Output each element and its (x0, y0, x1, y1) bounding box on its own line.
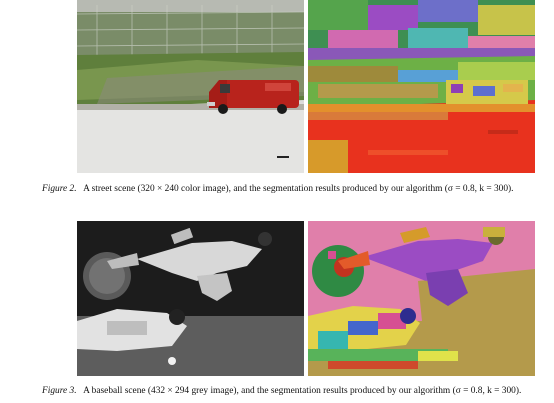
street-photo (77, 0, 304, 173)
figure-3-caption-text: A baseball scene (432 × 294 grey image),… (83, 386, 522, 396)
figure-3-label: Figure 3. (42, 386, 77, 396)
figure-3-caption: Figure 3. A baseball scene (432 × 294 gr… (42, 386, 521, 396)
baseball-photo (77, 221, 304, 376)
figure-2-caption-text: A street scene (320 × 240 color image), … (83, 184, 514, 194)
street-segmentation (308, 0, 535, 173)
figure-2-label: Figure 2. (42, 184, 77, 194)
baseball-segmentation (308, 221, 535, 376)
figure-2-caption: Figure 2. A street scene (320 × 240 colo… (42, 184, 514, 194)
